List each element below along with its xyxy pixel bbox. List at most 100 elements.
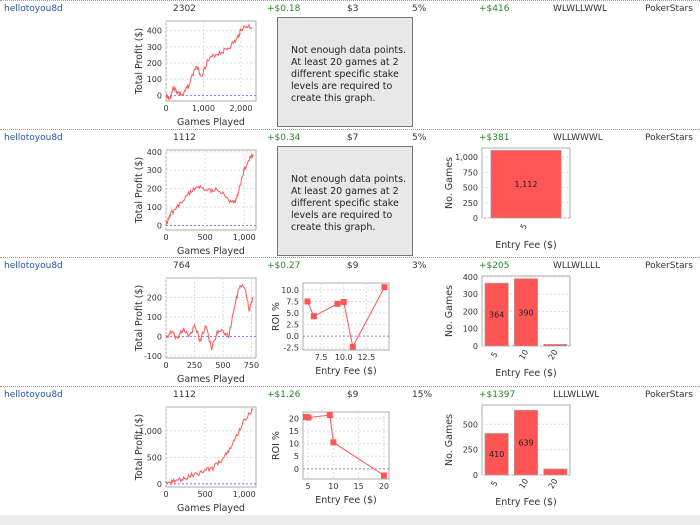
cell-player[interactable]: hellotoyou8d	[4, 390, 63, 400]
x-tick-label: 1,000	[233, 490, 256, 499]
y-tick-label: 0.0	[286, 332, 299, 341]
y-tick-label: 200	[147, 294, 162, 303]
cell-avg-profit: +$1.26	[267, 390, 301, 400]
x-tick-label: 500	[197, 490, 212, 499]
x-axis-label: Games Played	[177, 503, 245, 514]
x-tick-label: 0	[163, 361, 168, 370]
horizontal-scrollbar[interactable]	[0, 515, 700, 525]
y-tick-label: 0	[473, 471, 478, 480]
cell-avg-stake: $7	[347, 133, 359, 143]
y-axis-label: No. Games	[444, 414, 455, 466]
y-tick-label: 500	[147, 453, 162, 462]
y-tick-label: 0	[157, 333, 162, 342]
x-axis-label: Entry Fee ($)	[495, 497, 556, 508]
x-tick-label: 20	[379, 482, 389, 491]
x-tick-label: 1,000	[233, 233, 256, 242]
cell-avg-stake: $3	[347, 4, 359, 14]
y-tick-label: 0	[473, 342, 478, 351]
y-tick-label: 250	[463, 446, 478, 455]
y-tick-label: 0	[157, 221, 162, 230]
y-tick-label: 10.0	[281, 286, 299, 295]
cell-games: 2302	[173, 4, 196, 14]
not-enough-data-message: Not enough data points. At least 20 game…	[277, 17, 413, 127]
data-point	[381, 284, 388, 291]
x-tick-label: 12.5	[357, 353, 375, 362]
y-axis-label: No. Games	[444, 157, 455, 209]
x-axis-label: Entry Fee ($)	[315, 366, 376, 377]
x-tick-label: 5	[489, 350, 499, 359]
x-tick-label: 0	[163, 233, 168, 242]
cell-player[interactable]: hellotoyou8d	[4, 4, 63, 14]
data-point	[304, 298, 311, 305]
y-tick-label: 300	[147, 43, 162, 52]
cell-roi: 5%	[412, 4, 427, 14]
x-tick-label: 10	[517, 348, 530, 361]
y-tick-label: 10	[289, 440, 299, 449]
x-axis-label: Entry Fee ($)	[495, 368, 556, 379]
cell-site: PokerStars	[645, 133, 693, 143]
not-enough-data-message: Not enough data points. At least 20 game…	[277, 146, 413, 256]
cell-recent: WLLWWWL	[553, 133, 603, 143]
x-axis-label: Entry Fee ($)	[315, 495, 376, 506]
cell-player[interactable]: hellotoyou8d	[4, 261, 63, 271]
data-point	[305, 414, 312, 421]
player-row: hellotoyou8d 2302 +$0.18 $3 5% +$416 WLWLLWWL P…	[0, 0, 700, 130]
data-point	[380, 472, 387, 479]
cell-avg-profit: +$0.34	[267, 133, 301, 143]
y-tick-label: 200	[147, 59, 162, 68]
y-tick-label: 100	[147, 313, 162, 322]
y-tick-label: 1,000	[139, 427, 162, 436]
bar-value-label: 364	[489, 311, 504, 320]
cell-total-profit: +$416	[479, 4, 510, 14]
cell-avg-stake: $9	[347, 390, 359, 400]
bar	[513, 409, 539, 476]
plot-area	[302, 282, 390, 351]
data-point	[349, 343, 356, 350]
cell-site: PokerStars	[645, 261, 693, 271]
cell-avg-profit: +$0.27	[267, 261, 301, 271]
x-tick-label: 0	[163, 490, 168, 499]
x-tick-label: 5	[489, 479, 499, 488]
x-axis-label: Games Played	[177, 117, 245, 128]
y-tick-label: 750	[463, 168, 478, 177]
cell-games: 1112	[173, 133, 196, 143]
y-tick-label: 400	[147, 148, 162, 157]
cell-total-profit: +$1397	[479, 390, 516, 400]
y-tick-label: 500	[463, 184, 478, 193]
y-tick-label: 400	[147, 27, 162, 36]
profit-line	[165, 153, 254, 227]
y-axis-label: Total Profit ($)	[134, 285, 145, 352]
bar-value-label: 410	[489, 450, 504, 459]
profit-line	[165, 23, 253, 101]
y-tick-label: 200	[147, 185, 162, 194]
x-tick-label: 1,000	[192, 104, 215, 113]
plot-area	[165, 149, 257, 231]
bar	[484, 282, 509, 347]
chart-scatter-line: -2.5 0.0 2.5 5.0 7.5 10.0 ROI % Entry Fee ($) 7.…	[271, 282, 390, 377]
y-tick-label: 100	[463, 325, 478, 334]
x-tick-label: 500	[197, 233, 212, 242]
y-tick-label: 20	[289, 414, 299, 423]
chart-bar: 0 100 200 300 400 No. Games Entry Fee ($) 364 5 3…	[444, 273, 571, 379]
x-axis-label: Games Played	[177, 246, 245, 257]
y-tick-label: 5	[294, 452, 299, 461]
y-tick-label: -2.5	[283, 344, 299, 353]
player-row: hellotoyou8d 1112 +$1.26 $9 15% +$1397 LLLWLLW…	[0, 386, 700, 516]
bar-value-label: 1,112	[515, 180, 538, 189]
chart-bar: 0 250 500 No. Games Entry Fee ($) 410 5 639 10 20	[444, 404, 571, 508]
cell-player[interactable]: hellotoyou8d	[4, 133, 63, 143]
y-tick-label: 0	[157, 480, 162, 489]
player-row: hellotoyou8d 1112 +$0.34 $7 5% +$381 WLLWWWL Po…	[0, 129, 700, 258]
x-tick-label: 20	[547, 477, 560, 490]
cell-games: 764	[173, 261, 191, 271]
y-axis-label: ROI %	[271, 431, 282, 460]
y-tick-label: 7.5	[286, 297, 299, 306]
y-tick-label: 100	[147, 203, 162, 212]
y-tick-label: 5.0	[286, 309, 299, 318]
x-tick-label: 20	[547, 348, 560, 361]
